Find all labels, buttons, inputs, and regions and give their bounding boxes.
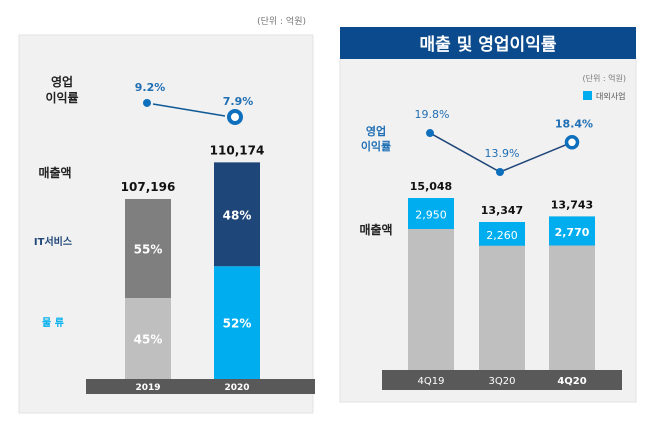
legend-swatch-external bbox=[583, 91, 592, 100]
bar-external-3Q20 bbox=[479, 222, 525, 246]
margin-line bbox=[152, 103, 226, 117]
revenue-label-4Q19: 15,048 bbox=[410, 180, 452, 193]
margin-point-3Q20 bbox=[496, 168, 504, 176]
right-title-band bbox=[340, 27, 636, 59]
right-unit: (단위 : 억원) bbox=[583, 73, 626, 83]
left-axis-band bbox=[86, 379, 315, 394]
bar-external-4Q20 bbox=[549, 216, 595, 246]
external-label-4Q20: 2,770 bbox=[555, 226, 590, 239]
left-revenue-label: 매출액 bbox=[38, 165, 71, 180]
external-label-4Q19: 2,950 bbox=[415, 209, 447, 222]
revenue-label-2020: 110,174 bbox=[210, 143, 265, 157]
margin-point-4Q20 bbox=[564, 135, 580, 150]
label-logistics-2020: 52% bbox=[223, 317, 252, 331]
legend-logistics: 물 류 bbox=[42, 317, 64, 329]
left-unit: (단위 : 억원) bbox=[257, 15, 306, 27]
x-tick-3Q20: 3Q20 bbox=[489, 376, 516, 387]
bar-revenue-3Q20 bbox=[479, 222, 525, 370]
bar-it-service-2019 bbox=[125, 198, 171, 298]
legend-external: 대외사업 bbox=[596, 91, 625, 101]
bar-it-service-2020 bbox=[214, 162, 260, 267]
right-title: 매출 및 영업이익률 bbox=[420, 35, 557, 55]
revenue-label-3Q20: 13,347 bbox=[481, 204, 523, 217]
x-tick-2019: 2019 bbox=[135, 383, 160, 393]
margin-label-3Q20: 13.9% bbox=[485, 147, 520, 160]
label-logistics-2019: 45% bbox=[134, 332, 163, 346]
margin-label-4Q19: 19.8% bbox=[415, 108, 450, 121]
bar-logistics-2019 bbox=[125, 297, 171, 379]
margin-label-4Q20: 18.4% bbox=[555, 117, 593, 130]
margin-label-2019: 9.2% bbox=[135, 81, 166, 94]
external-label-3Q20: 2,260 bbox=[486, 229, 518, 242]
left-margin-label-2: 이익률 bbox=[45, 90, 78, 105]
right-margin-label-2: 이익률 bbox=[361, 139, 391, 153]
label-it-service-2019: 55% bbox=[134, 242, 163, 256]
legend-it-service: IT서비스 bbox=[34, 235, 72, 248]
label-it-service-2020: 48% bbox=[223, 208, 252, 222]
revenue-label-2019: 107,196 bbox=[121, 180, 176, 194]
margin-label-2020: 7.9% bbox=[223, 95, 254, 108]
margin-point-4Q19 bbox=[426, 129, 434, 138]
bar-logistics-2020 bbox=[214, 266, 260, 379]
right-axis-band bbox=[382, 370, 622, 390]
left-margin-label-1: 영업 bbox=[51, 74, 73, 89]
x-tick-4Q20: 4Q20 bbox=[557, 376, 586, 387]
x-tick-2020: 2020 bbox=[224, 383, 249, 393]
right-revenue-label: 매출액 bbox=[359, 222, 392, 237]
margin-point-2019 bbox=[143, 98, 151, 107]
bar-external-4Q19 bbox=[408, 198, 454, 229]
right-margin-label-1: 영업 bbox=[366, 125, 386, 138]
margin-point-2020 bbox=[227, 109, 243, 125]
revenue-label-4Q20: 13,743 bbox=[551, 198, 593, 211]
x-tick-4Q19: 4Q19 bbox=[418, 376, 445, 387]
